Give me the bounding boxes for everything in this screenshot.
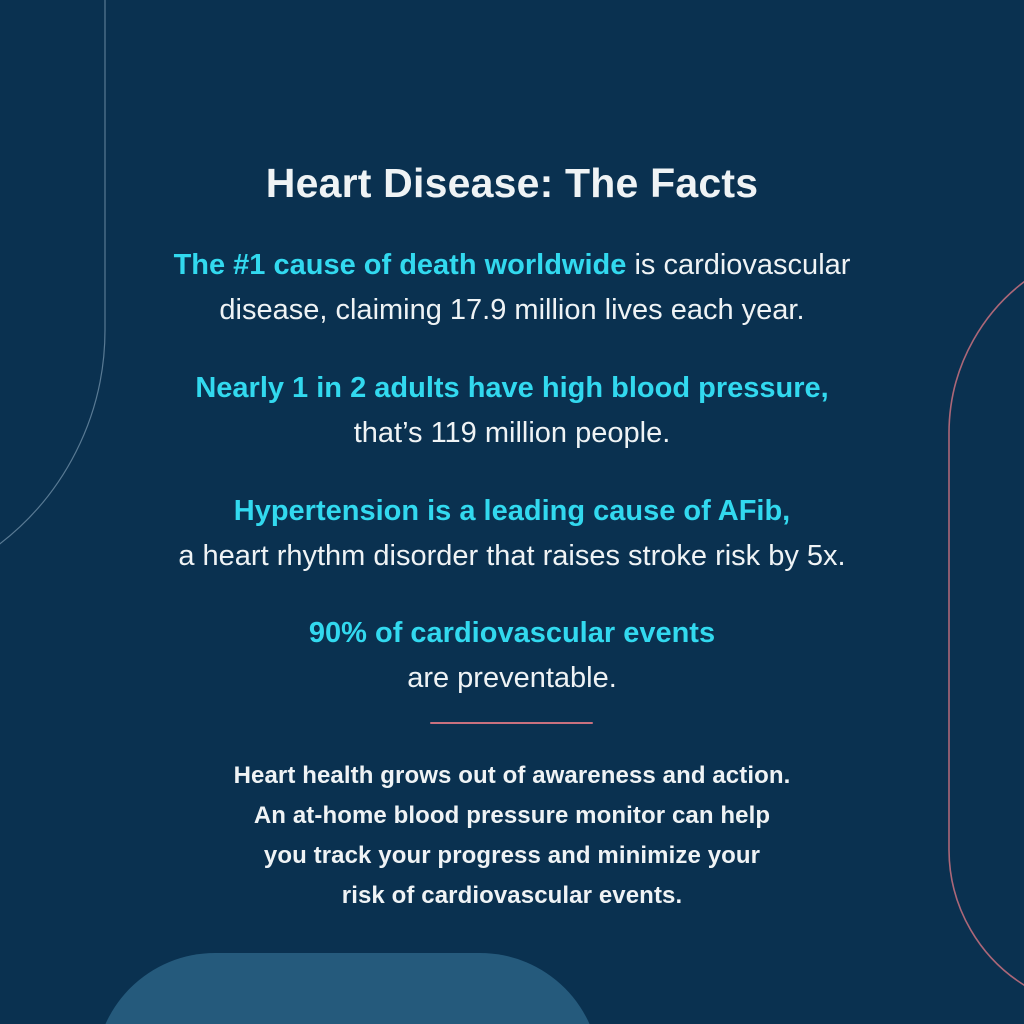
fact-line: The #1 cause of death worldwide is cardi…: [62, 243, 962, 288]
fact-line: that’s 119 million people.: [353, 417, 671, 449]
divider-line: [430, 722, 593, 724]
fact-line: Hypertension is a leading cause of AFib,: [62, 489, 962, 534]
fact-line: 90% of cardiovascular events: [62, 611, 962, 656]
fact-highlight: The #1 cause of death worldwide: [173, 249, 627, 281]
footer-line: Heart health grows out of awareness and …: [233, 762, 791, 789]
fact-highlight: Nearly 1 in 2 adults have high blood pre…: [195, 372, 829, 404]
footer-paragraph: Heart health grows out of awareness and …: [62, 756, 962, 916]
fact-paragraph-3: Hypertension is a leading cause of AFib,…: [62, 489, 962, 579]
fact-highlight: 90% of cardiovascular events: [308, 617, 716, 649]
fact-paragraph-1: The #1 cause of death worldwide is cardi…: [62, 243, 962, 333]
fact-line: disease, claiming 17.9 million lives eac…: [219, 294, 805, 326]
fact-text: is cardiovascular: [626, 249, 851, 281]
fact-paragraph-2: Nearly 1 in 2 adults have high blood pre…: [62, 366, 962, 456]
footer-line: An at-home blood pressure monitor can he…: [253, 802, 771, 829]
fact-highlight: Hypertension is a leading cause of AFib,: [233, 495, 791, 527]
fact-paragraph-4: 90% of cardiovascular events are prevent…: [62, 611, 962, 701]
footer-line: risk of cardiovascular events.: [341, 882, 683, 909]
fact-line: a heart rhythm disorder that raises stro…: [178, 540, 846, 572]
page-title: Heart Disease: The Facts: [265, 160, 759, 206]
footer-line: you track your progress and minimize you…: [263, 842, 761, 869]
fact-line: Nearly 1 in 2 adults have high blood pre…: [62, 366, 962, 411]
bottom-rounded-shape: [95, 953, 600, 1024]
fact-line: are preventable.: [407, 662, 617, 694]
